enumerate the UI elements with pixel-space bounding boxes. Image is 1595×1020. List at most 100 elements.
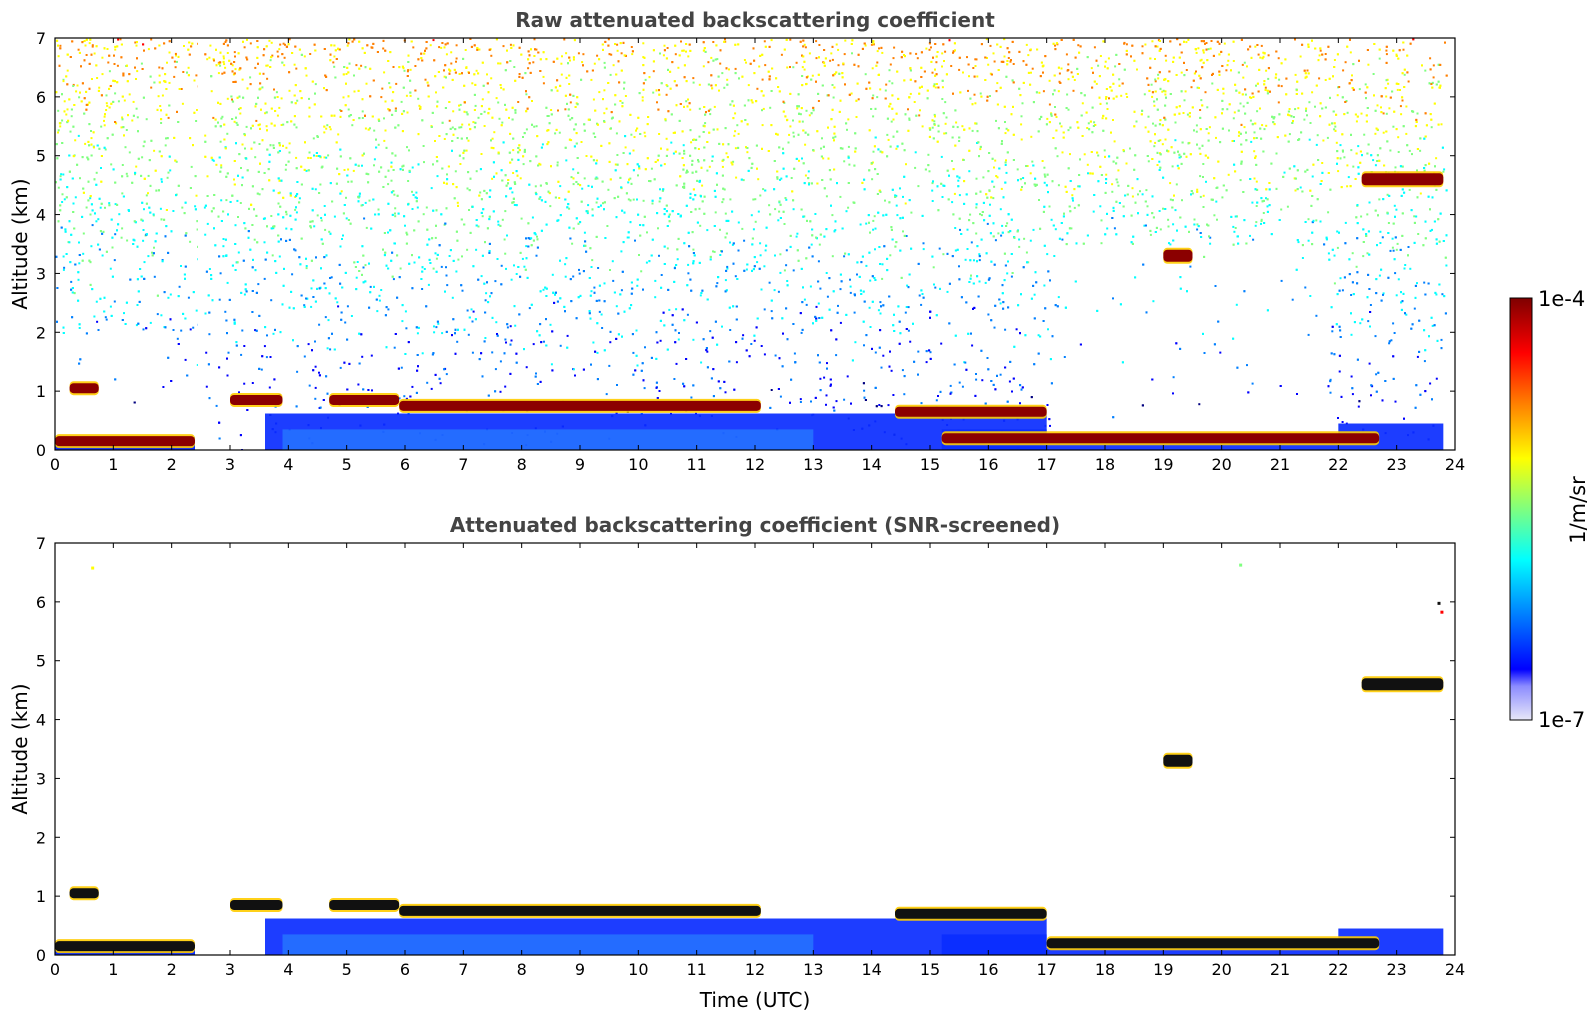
noise-pixel [864,44,867,47]
noise-pixel [805,303,808,306]
noise-pixel [865,264,868,267]
noise-pixel [909,340,912,343]
noise-pixel [620,52,623,55]
noise-pixel [713,250,716,253]
noise-pixel [1350,375,1353,378]
noise-pixel [440,46,443,49]
noise-pixel [318,371,320,374]
noise-pixel [734,67,737,70]
noise-pixel [1344,61,1347,64]
noise-pixel [401,320,404,323]
noise-pixel [1063,356,1066,358]
noise-pixel [542,288,545,291]
noise-pixel [282,42,285,45]
noise-pixel [558,197,561,199]
noise-pixel [342,96,345,99]
noise-pixel [280,97,283,100]
noise-pixel [314,83,317,86]
noise-pixel [676,258,679,261]
noise-pixel [810,400,812,403]
noise-pixel [822,157,825,160]
noise-pixel [1205,42,1208,44]
noise-pixel [93,52,96,55]
noise-pixel [931,200,934,202]
noise-pixel [323,131,326,134]
noise-pixel [422,145,425,147]
noise-pixel [874,248,876,251]
noise-pixel [1116,181,1119,184]
noise-pixel [889,254,892,257]
noise-pixel [294,196,297,198]
noise-pixel [1053,255,1056,257]
noise-pixel [1029,172,1032,175]
noise-pixel [1349,51,1352,54]
noise-pixel [472,121,475,124]
noise-pixel [182,71,185,73]
noise-pixel [1306,114,1308,117]
noise-pixel [1385,49,1388,52]
noise-pixel [756,261,759,264]
noise-pixel [716,58,719,61]
noise-pixel [158,66,161,69]
noise-pixel [265,64,268,67]
noise-pixel [180,88,183,90]
noise-pixel [468,123,471,126]
noise-pixel [136,70,139,73]
noise-pixel [226,132,229,135]
noise-pixel [933,120,936,123]
noise-pixel [596,351,599,354]
noise-pixel [978,280,981,283]
noise-pixel [747,84,750,87]
noise-pixel [1147,115,1150,118]
noise-pixel [147,174,150,177]
noise-pixel [221,115,224,118]
noise-pixel [294,249,297,252]
noise-pixel [135,107,138,110]
noise-pixel [203,206,206,209]
noise-pixel [305,169,308,172]
noise-pixel [1164,93,1167,96]
noise-pixel [1233,230,1236,233]
noise-pixel [1207,48,1210,51]
noise-pixel [1112,297,1114,300]
noise-pixel [1359,322,1362,325]
noise-pixel [1336,94,1339,97]
noise-pixel [959,228,961,231]
noise-pixel [265,125,268,128]
noise-pixel [401,165,404,168]
noise-pixel [241,329,244,332]
noise-pixel [180,329,183,332]
noise-pixel [872,115,875,118]
noise-pixel [934,286,937,289]
noise-pixel [1005,127,1008,130]
noise-pixel [735,361,738,364]
noise-pixel [390,179,393,182]
noise-pixel [1048,103,1051,106]
noise-pixel [1254,155,1257,158]
noise-pixel [1195,124,1198,127]
noise-pixel [472,310,475,313]
noise-pixel [237,251,240,254]
noise-pixel [1099,55,1102,57]
noise-pixel [569,101,572,104]
noise-pixel [485,292,488,295]
noise-pixel [512,172,515,174]
noise-pixel [1363,133,1366,136]
noise-pixel [219,64,222,67]
noise-pixel [415,191,418,194]
noise-pixel [1277,101,1280,104]
noise-pixel [1000,234,1003,237]
noise-pixel [65,113,68,116]
noise-pixel [971,129,974,132]
noise-pixel [723,188,726,191]
noise-pixel [1086,127,1089,129]
noise-pixel [1311,91,1314,94]
noise-pixel [1185,41,1188,44]
noise-pixel [70,280,73,283]
noise-pixel [871,178,874,181]
noise-pixel [141,219,144,222]
noise-pixel [1025,43,1028,46]
noise-pixel [1005,171,1008,174]
noise-pixel [393,193,396,196]
noise-pixel [1159,139,1162,142]
